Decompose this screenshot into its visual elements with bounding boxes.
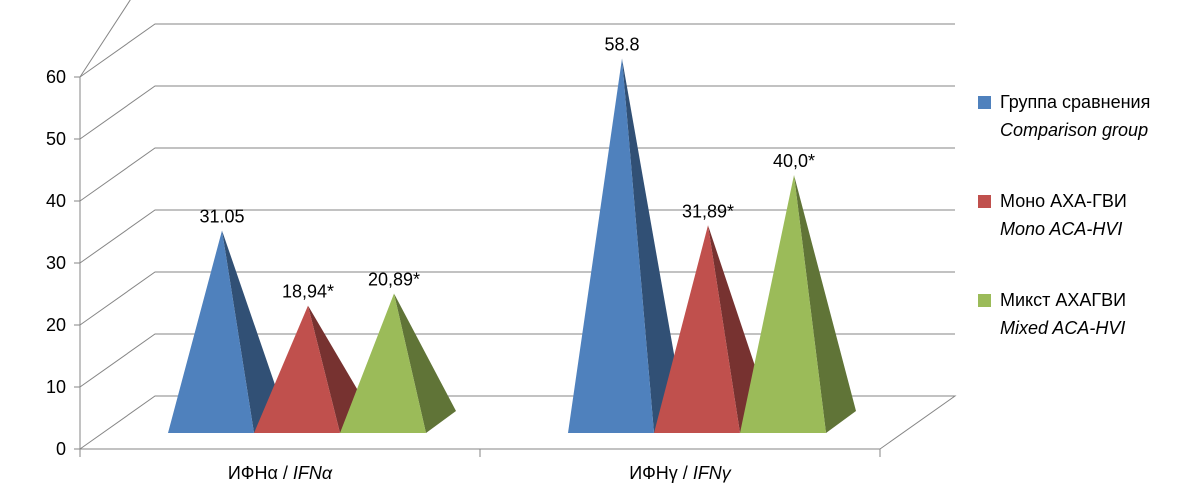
pyramid-front-face [340, 293, 426, 433]
data-label: 31.05 [199, 206, 244, 226]
data-label: 20,89* [368, 269, 420, 289]
floor-outline [79, 395, 957, 450]
gridline [79, 23, 955, 78]
legend-swatch [978, 294, 991, 307]
legend-item-mono: Моно АХА-ГВИ Mono ACA-HVI [978, 187, 1193, 251]
pyramid-side-face [394, 293, 456, 433]
gridline [79, 271, 955, 326]
gridline [79, 209, 955, 264]
y-tick-label: 30 [46, 253, 66, 273]
gridline [79, 0, 131, 78]
legend-swatch [978, 195, 991, 208]
pyramid-front-face [254, 305, 340, 433]
data-label: 40,0* [773, 151, 815, 171]
category-label-en: IFNγ [693, 463, 732, 483]
data-label: 58.8 [604, 34, 639, 54]
y-tick-label: 20 [46, 315, 66, 335]
data-labels: 31.05 18,94* 20,89* 58.8 31,89* 40,0* [199, 34, 815, 301]
pyramid-front-face [654, 225, 740, 433]
legend-item-mixed: Микст АХАГВИ Mixed ACA-HVI [978, 286, 1193, 350]
x-category-label: ИФНα / IFNα [228, 463, 333, 483]
y-tick-label: 10 [46, 377, 66, 397]
legend: Группа сравнения Comparison group Моно А… [978, 88, 1193, 385]
legend-label-en: Comparison group [1000, 120, 1149, 140]
pyramid-side-face [622, 58, 684, 433]
pyramid-side-face [794, 175, 856, 433]
x-category-label: ИФНγ / IFNγ [629, 463, 732, 483]
category-label-ru: ИФНγ / [629, 463, 693, 483]
pyramid-front-face [568, 58, 654, 433]
data-marks [168, 58, 856, 433]
y-tick-label: 40 [46, 191, 66, 211]
legend-label-ru: Микст АХАГВИ [1000, 290, 1127, 310]
legend-swatch [978, 96, 991, 109]
category-label-en: IFNα [293, 463, 333, 483]
pyramid-front-face [168, 230, 254, 433]
pyramid-side-face [222, 230, 284, 433]
legend-label-ru: Группа сравнения [1000, 92, 1151, 112]
category-label-ru: ИФНα / [228, 463, 293, 483]
gridline [79, 85, 955, 140]
x-axis-categories: ИФНα / IFNα ИФНγ / IFNγ [228, 463, 732, 483]
data-label: 18,94* [282, 282, 334, 302]
legend-label-ru: Моно АХА-ГВИ [1000, 191, 1127, 211]
gridline [79, 147, 955, 202]
y-tick-label: 60 [46, 67, 66, 87]
y-axis-ticks: 0 10 20 30 40 50 60 [46, 67, 80, 459]
legend-label-en: Mixed ACA-HVI [1000, 318, 1126, 338]
gridlines [79, 0, 955, 388]
y-tick-label: 50 [46, 129, 66, 149]
data-label: 31,89* [682, 201, 734, 221]
y-tick-label: 0 [56, 439, 66, 459]
legend-label-en: Mono ACA-HVI [1000, 219, 1123, 239]
pyramid-front-face [740, 175, 826, 433]
legend-item-comparison: Группа сравнения Comparison group [978, 88, 1193, 152]
